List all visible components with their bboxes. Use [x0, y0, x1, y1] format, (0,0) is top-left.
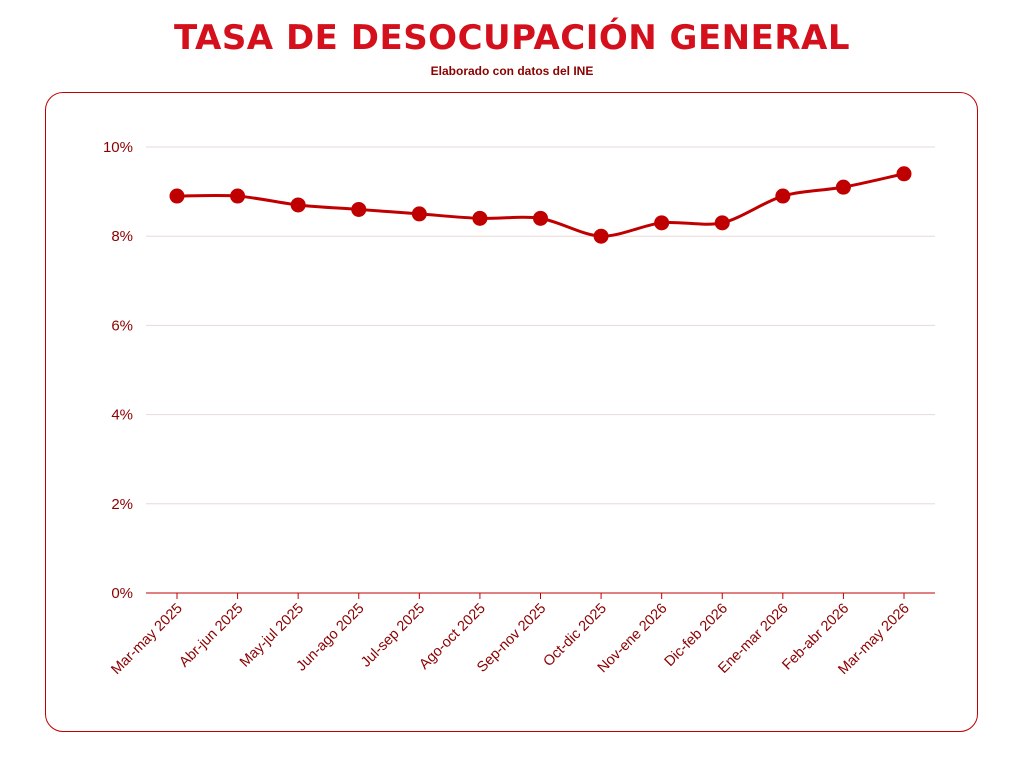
series-line — [176, 172, 905, 238]
y-tick-label: 0% — [111, 585, 133, 602]
data-point — [533, 210, 548, 226]
y-tick-label: 4% — [111, 407, 133, 424]
data-point — [230, 188, 246, 204]
data-point — [775, 188, 791, 204]
data-point — [169, 188, 185, 204]
data-point — [593, 228, 609, 244]
y-tick-label: 10% — [103, 139, 133, 156]
data-point — [411, 206, 427, 222]
y-tick-label: 6% — [111, 317, 133, 334]
x-tick-label: Mar-may 2025 — [108, 601, 185, 678]
y-tick-label: 8% — [111, 228, 133, 245]
data-point — [351, 201, 367, 217]
data-point — [290, 197, 306, 213]
chart-title: TASA DE DESOCUPACIÓN GENERAL — [173, 18, 851, 58]
chart-subtitle: Elaborado con datos del INE — [430, 64, 594, 78]
data-point — [896, 166, 912, 182]
chart-panel — [45, 92, 978, 732]
data-point — [835, 179, 851, 195]
data-point — [654, 215, 670, 231]
data-point — [714, 215, 730, 231]
data-point — [472, 210, 488, 226]
y-tick-label: 2% — [111, 496, 133, 513]
x-tick-label: Abr-jun 2025 — [176, 601, 246, 671]
